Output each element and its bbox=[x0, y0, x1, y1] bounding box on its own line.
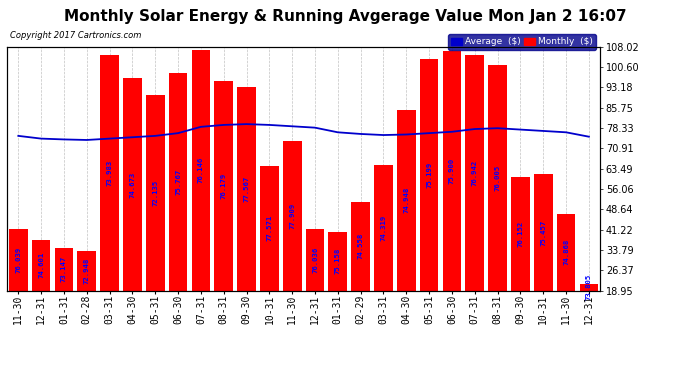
Bar bbox=[215, 81, 233, 291]
Bar bbox=[351, 201, 370, 291]
Bar bbox=[442, 51, 462, 291]
Bar bbox=[283, 141, 302, 291]
Text: 75.767: 75.767 bbox=[175, 169, 181, 195]
Text: 76.942: 76.942 bbox=[472, 160, 477, 186]
Text: 75.158: 75.158 bbox=[335, 248, 341, 274]
Text: 75.457: 75.457 bbox=[540, 219, 546, 246]
Text: Copyright 2017 Cartronics.com: Copyright 2017 Cartronics.com bbox=[10, 31, 141, 40]
Bar bbox=[374, 165, 393, 291]
Text: 74.673: 74.673 bbox=[130, 171, 135, 198]
Bar bbox=[397, 110, 415, 291]
Bar bbox=[55, 248, 73, 291]
Bar bbox=[77, 251, 96, 291]
Bar bbox=[306, 229, 324, 291]
Bar bbox=[192, 50, 210, 291]
Bar bbox=[511, 177, 530, 291]
Text: 74.868: 74.868 bbox=[563, 239, 569, 266]
Bar bbox=[557, 214, 575, 291]
Text: 77.567: 77.567 bbox=[244, 176, 250, 202]
Text: Monthly Solar Energy & Running Avgerage Value Mon Jan 2 16:07: Monthly Solar Energy & Running Avgerage … bbox=[63, 9, 627, 24]
Bar bbox=[32, 240, 50, 291]
Bar bbox=[420, 59, 438, 291]
Bar bbox=[260, 166, 279, 291]
Legend: Average  ($), Monthly  ($): Average ($), Monthly ($) bbox=[448, 34, 595, 50]
Bar bbox=[146, 95, 165, 291]
Text: 76.005: 76.005 bbox=[495, 165, 501, 191]
Text: 74.558: 74.558 bbox=[357, 233, 364, 259]
Text: 74.601: 74.601 bbox=[38, 252, 44, 278]
Text: 76.036: 76.036 bbox=[312, 247, 318, 273]
Bar bbox=[169, 73, 188, 291]
Text: 73.147: 73.147 bbox=[61, 256, 67, 282]
Text: 72.948: 72.948 bbox=[83, 258, 90, 284]
Bar bbox=[580, 284, 598, 291]
Text: 76.152: 76.152 bbox=[518, 220, 524, 247]
Bar bbox=[100, 55, 119, 291]
Text: 73.983: 73.983 bbox=[106, 160, 112, 186]
Text: 72.135: 72.135 bbox=[152, 180, 158, 206]
Text: 77.571: 77.571 bbox=[266, 215, 273, 242]
Bar bbox=[328, 232, 347, 291]
Bar bbox=[9, 229, 28, 291]
Text: 76.039: 76.039 bbox=[15, 247, 21, 273]
Bar bbox=[237, 87, 256, 291]
Text: 74.319: 74.319 bbox=[380, 214, 386, 241]
Bar bbox=[123, 78, 141, 291]
Text: 77.909: 77.909 bbox=[289, 203, 295, 229]
Text: 75.900: 75.900 bbox=[449, 158, 455, 184]
Text: 73.805: 73.805 bbox=[586, 274, 592, 300]
Bar bbox=[534, 174, 553, 291]
Bar bbox=[466, 55, 484, 291]
Bar bbox=[489, 65, 507, 291]
Text: 74.948: 74.948 bbox=[403, 187, 409, 213]
Text: 75.199: 75.199 bbox=[426, 162, 432, 188]
Text: 76.179: 76.179 bbox=[221, 173, 227, 199]
Text: 76.146: 76.146 bbox=[198, 157, 204, 183]
